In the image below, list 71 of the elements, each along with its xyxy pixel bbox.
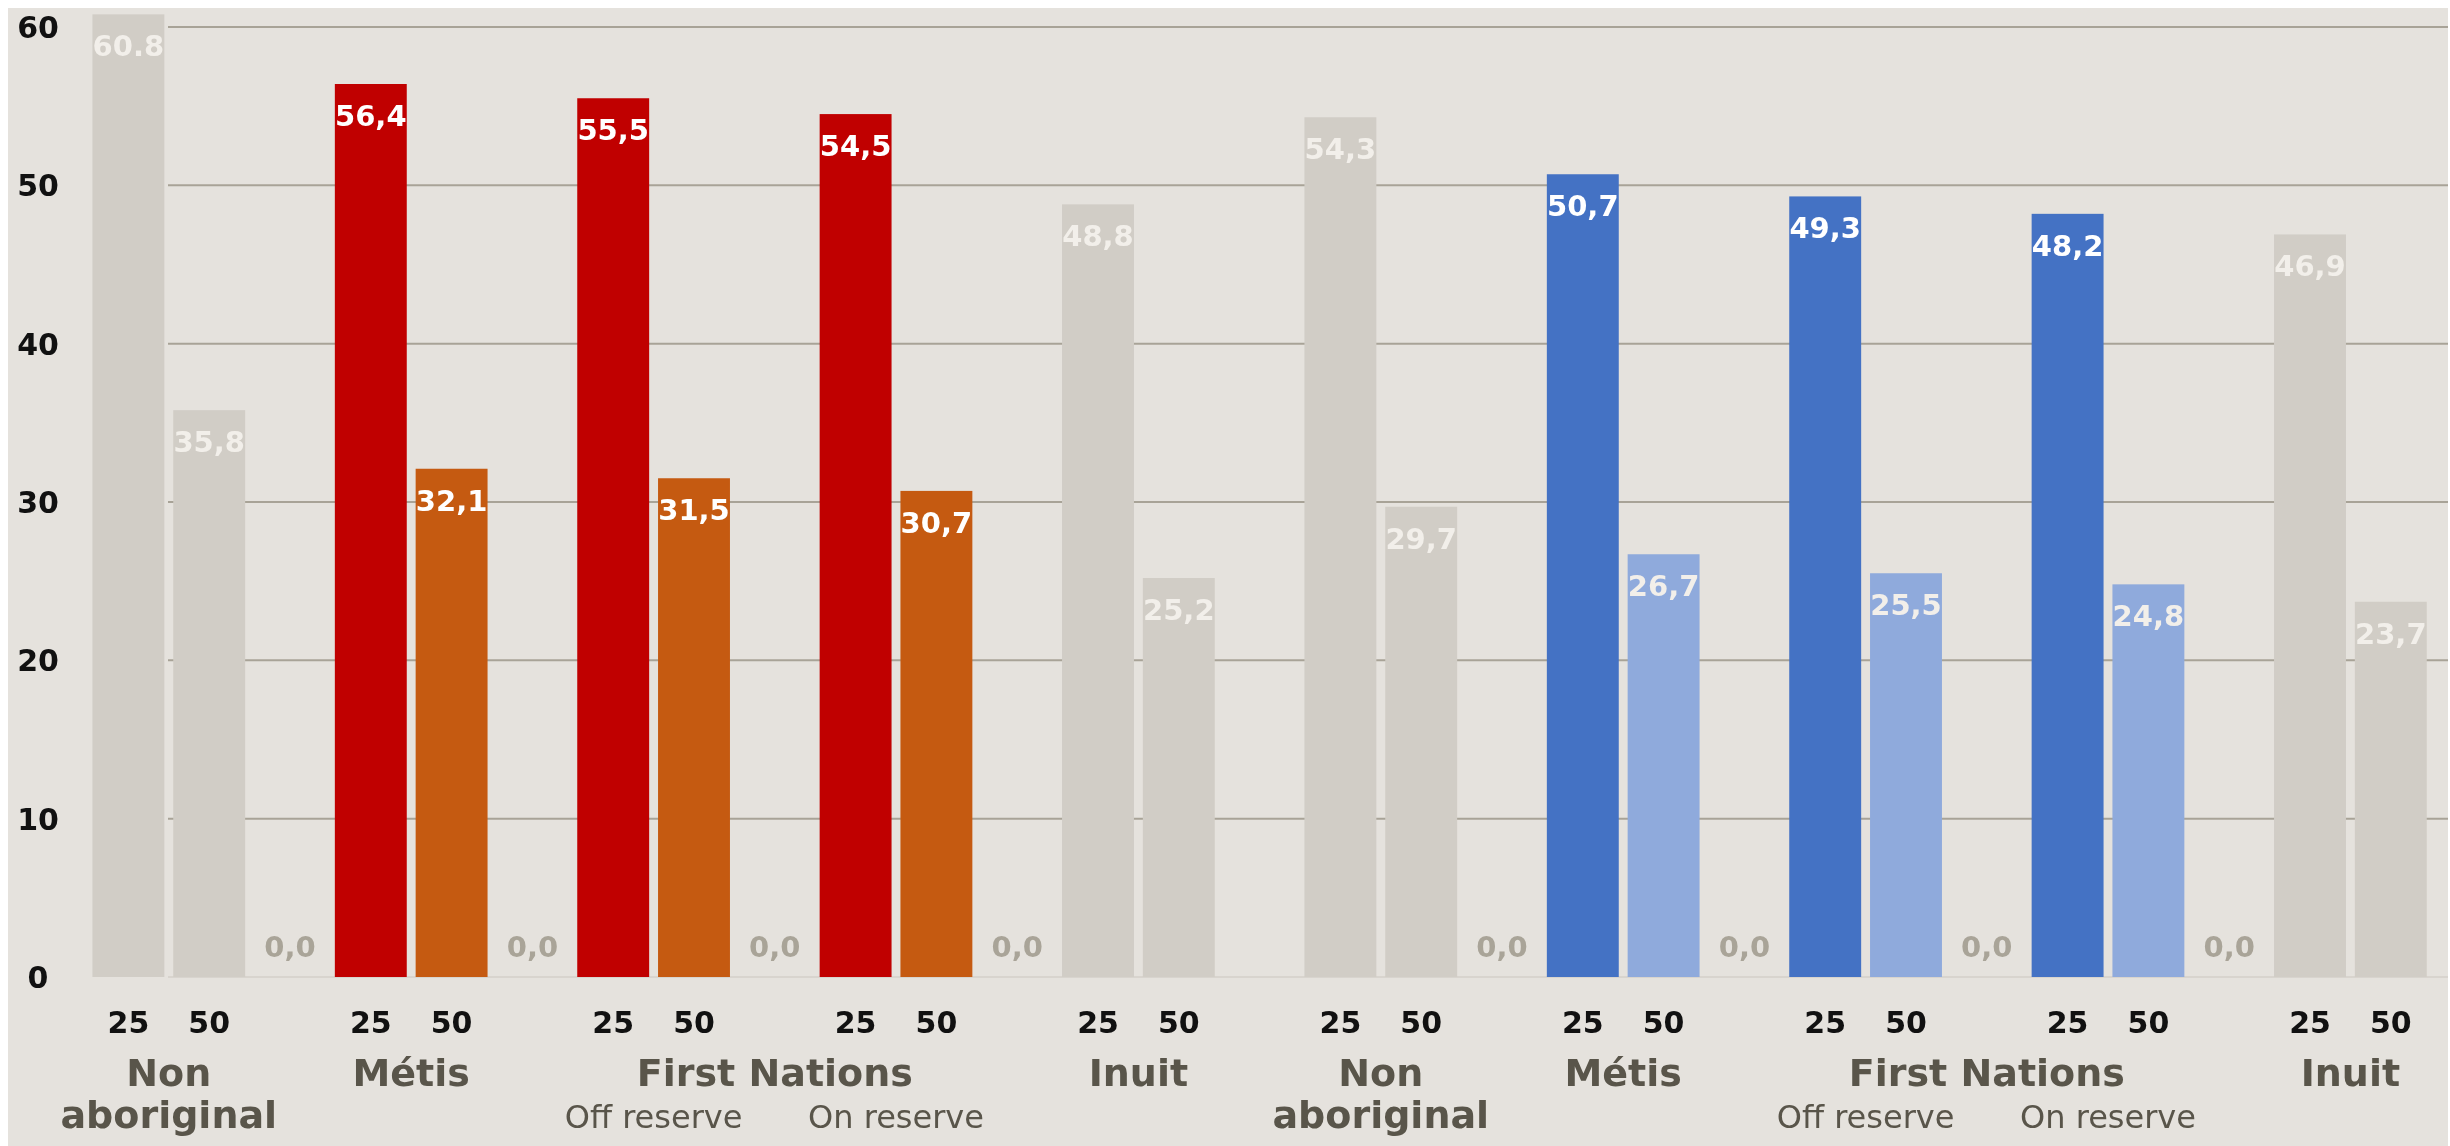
x-tick-label: 50 (673, 1005, 715, 1040)
data-label: 30,7 (900, 505, 973, 540)
x-tick-label: 50 (188, 1005, 231, 1040)
data-label: 0,0 (2203, 930, 2255, 964)
bar (334, 84, 407, 977)
text: First Nations (636, 1051, 913, 1095)
data-label: 0,0 (749, 930, 801, 964)
bar (1789, 196, 1862, 977)
y-tick-label: 0 (27, 960, 49, 995)
bar (577, 98, 650, 977)
y-tick-label: 20 (17, 643, 59, 679)
data-label: 54,5 (819, 129, 892, 164)
data-label: 32,1 (415, 483, 488, 518)
text: On reserve (2020, 1098, 2196, 1136)
bar (819, 114, 892, 977)
x-tick-label: 50 (1157, 1005, 1200, 1040)
data-label: 48,2 (2031, 228, 2104, 263)
data-label: 49,3 (1789, 211, 1861, 246)
bar (1870, 573, 1942, 977)
text: Métis (352, 1051, 470, 1095)
text: Off reserve (564, 1098, 743, 1136)
bar (2112, 584, 2185, 977)
y-tick-label: 50 (17, 168, 59, 204)
y-tick-label: 40 (17, 326, 59, 362)
text: Non aboriginal (60, 1051, 278, 1137)
data-label: 25,5 (1870, 588, 1942, 623)
data-label: 31,5 (658, 493, 730, 528)
data-label: 26,7 (1627, 569, 1700, 604)
data-label: 55,5 (577, 113, 649, 148)
text: Métis (1564, 1051, 1682, 1095)
y-tick-label: 30 (17, 485, 59, 520)
x-tick-label: 25 (1804, 1005, 1847, 1040)
data-label: 0,0 (1718, 930, 1771, 964)
y-tick-label: 10 (17, 801, 59, 837)
bar (658, 478, 730, 977)
x-tick-label: 25 (2046, 1005, 2089, 1040)
data-label: 50,7 (1547, 189, 1619, 224)
data-label: 0,0 (506, 930, 559, 964)
y-tick-label: 60 (17, 10, 59, 45)
x-tick-label: 25 (1319, 1005, 1362, 1040)
text: Inuit (1088, 1051, 1189, 1095)
bar (900, 490, 973, 977)
data-label: 0,0 (991, 930, 1043, 964)
x-tick-label: 25 (2289, 1005, 2331, 1040)
x-tick-label: 50 (1642, 1005, 1685, 1040)
x-tick-label: 50 (915, 1005, 958, 1040)
x-tick-label: 25 (1077, 1005, 1119, 1040)
x-tick-label: 25 (107, 1005, 150, 1040)
x-tick-label: 25 (1561, 1005, 1604, 1040)
x-tick-label: 50 (2127, 1005, 2170, 1040)
bar (415, 468, 488, 977)
x-tick-label: 50 (430, 1005, 473, 1040)
data-label: 0,0 (1476, 930, 1528, 964)
bar (1546, 174, 1619, 977)
x-tick-label: 50 (1885, 1005, 1927, 1040)
data-label: 0,0 (264, 930, 316, 964)
text: Off reserve (1776, 1098, 1955, 1136)
x-tick-label: 50 (2369, 1005, 2412, 1040)
text: Non aboriginal (1272, 1051, 1490, 1137)
x-tick-label: 25 (349, 1005, 392, 1040)
text: On reserve (808, 1098, 984, 1136)
data-label: 24,8 (2112, 599, 2185, 634)
x-tick-label: 50 (1400, 1005, 1443, 1040)
x-tick-label: 25 (834, 1005, 877, 1040)
text: First Nations (1848, 1051, 2125, 1095)
text: Inuit (2300, 1051, 2401, 1095)
data-label: 56,4 (335, 99, 407, 133)
bar (1627, 554, 1700, 977)
bar (2031, 213, 2104, 977)
x-tick-label: 25 (592, 1005, 635, 1040)
data-label: 0,0 (1961, 930, 2013, 964)
